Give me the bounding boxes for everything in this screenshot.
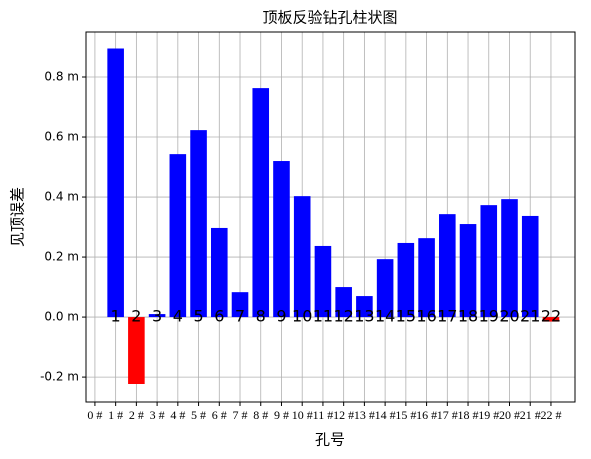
bar-label: 10	[292, 307, 312, 326]
y-tick-label: -0.2 m	[40, 370, 79, 384]
x-tick-label: 6 #	[212, 408, 227, 422]
chart-title: 顶板反验钻孔柱状图	[262, 9, 397, 27]
x-tick-label: 8 #	[253, 408, 268, 422]
bar-label: 22	[541, 307, 561, 326]
bar	[335, 287, 352, 318]
y-tick-label: 0.6 m	[44, 130, 79, 144]
x-tick-label: 1 #	[108, 408, 123, 422]
x-tick-label: 15 #	[395, 408, 416, 422]
bar	[190, 130, 207, 318]
x-tick-label: 14 #	[375, 408, 396, 422]
bar-label: 20	[499, 307, 519, 326]
bar	[252, 88, 270, 318]
bar	[521, 215, 539, 318]
bar-label: 2	[131, 307, 141, 326]
plot-frame	[85, 31, 576, 403]
bar	[439, 214, 456, 318]
bar-label: 9	[276, 307, 286, 326]
x-tick-label: 2 #	[129, 408, 144, 422]
x-tick-label: 17 #	[437, 408, 458, 422]
bar	[501, 199, 518, 318]
x-tick-label: 12 #	[333, 408, 354, 422]
bar-label: 17	[437, 307, 457, 326]
x-tick-label: 4 #	[170, 408, 185, 422]
bar-label: 14	[375, 307, 395, 326]
x-axis-label: 孔号	[315, 431, 345, 449]
bar	[459, 224, 477, 318]
bar-label: 12	[333, 307, 353, 326]
x-tick-label: 11 #	[313, 408, 334, 422]
bar	[231, 292, 249, 318]
y-axis-label: 见顶误差	[9, 187, 27, 247]
bar-label: 13	[354, 307, 374, 326]
x-tick-label: 0 #	[87, 408, 102, 422]
bar	[397, 242, 415, 318]
x-tick-label: 3 #	[150, 408, 165, 422]
bar-label: 19	[479, 307, 499, 326]
bar-label: 4	[173, 307, 183, 326]
x-tick-label: 19 #	[478, 408, 499, 422]
bar	[273, 161, 290, 318]
bar-label: 15	[396, 307, 416, 326]
bar-label: 16	[416, 307, 436, 326]
bar-label: 6	[214, 307, 224, 326]
y-tick-label: 0.0 m	[44, 310, 79, 324]
bar	[542, 317, 560, 322]
bar-label: 1	[111, 307, 121, 326]
bar	[356, 296, 373, 318]
bar	[148, 314, 166, 318]
x-tick-label: 16 #	[416, 408, 437, 422]
bar-label: 7	[235, 307, 245, 326]
x-tick-label: 10 #	[292, 408, 313, 422]
bar	[128, 317, 145, 384]
y-tick-label: 0.4 m	[44, 190, 79, 204]
x-tick-label: 21 #	[520, 408, 541, 422]
bar	[210, 227, 228, 318]
bar	[314, 245, 332, 318]
bar-label: 11	[313, 307, 333, 326]
x-tick-label: 5 #	[191, 408, 206, 422]
bar-label: 21	[520, 307, 540, 326]
x-tick-label: 7 #	[233, 408, 248, 422]
bar-label: 18	[458, 307, 478, 326]
x-tick-label: 18 #	[458, 408, 479, 422]
y-tick-label: 0.8 m	[44, 70, 79, 84]
bar	[376, 259, 394, 318]
bar-label: 8	[256, 307, 266, 326]
y-tick-label: 0.2 m	[44, 250, 79, 264]
bar	[293, 196, 311, 318]
bar-label: 5	[193, 307, 203, 326]
bar	[480, 205, 498, 318]
bar	[169, 154, 187, 318]
bar	[107, 48, 124, 318]
bar	[418, 238, 435, 318]
bar-label: 3	[152, 307, 162, 326]
x-tick-label: 13 #	[354, 408, 375, 422]
x-tick-label: 9 #	[274, 408, 289, 422]
x-tick-label: 22 #	[540, 408, 561, 422]
x-tick-label: 20 #	[499, 408, 520, 422]
